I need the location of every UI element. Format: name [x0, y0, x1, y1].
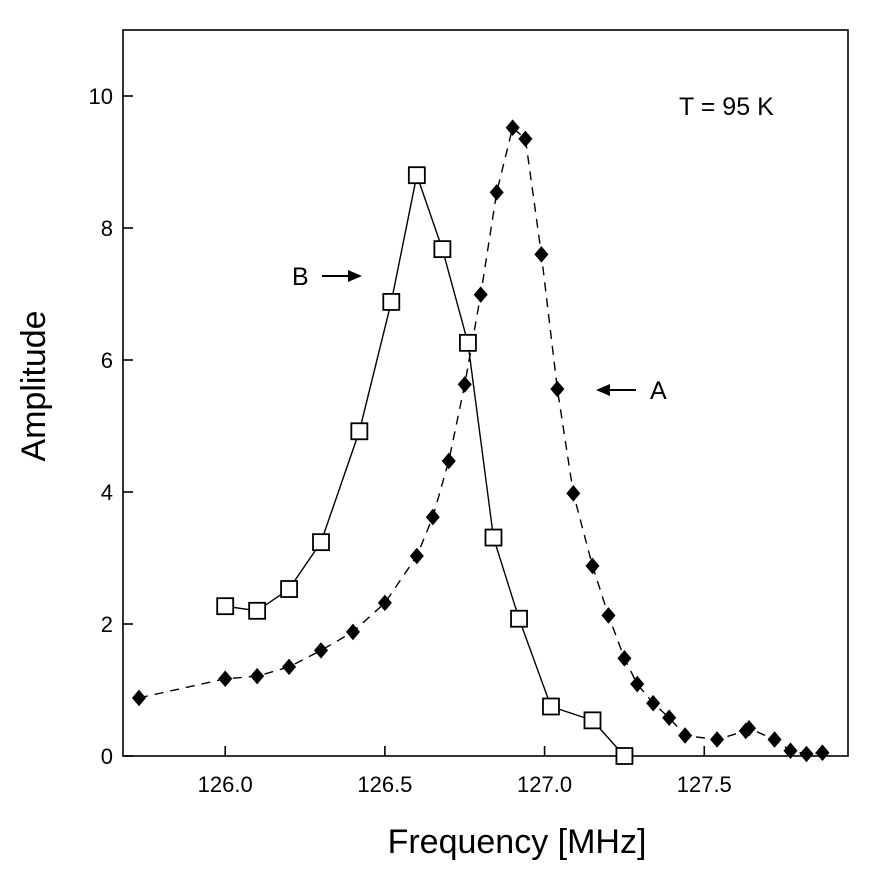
x-axis-ticks: 126.0 126.5 127.0 127.5	[198, 746, 732, 797]
series-a-point	[601, 607, 616, 624]
series-b-point	[216, 597, 235, 616]
series-a-point	[799, 745, 814, 763]
y-tick-label: 0	[101, 744, 113, 769]
series-b-point	[407, 166, 426, 185]
series-a-point	[741, 720, 757, 737]
series-a-point	[377, 594, 392, 612]
x-tick-label: 127.5	[677, 772, 732, 797]
series-a-point	[250, 667, 265, 685]
x-tick-label: 127.0	[517, 772, 572, 797]
y-tick-label: 2	[101, 612, 113, 637]
series-a-point	[646, 694, 661, 712]
series-b-point	[510, 609, 528, 628]
series-b	[216, 166, 634, 765]
series-a-point	[345, 623, 360, 641]
series-a-point	[566, 485, 581, 502]
series-a-point	[518, 130, 533, 148]
series-a-point	[313, 642, 329, 659]
series-a-point	[710, 731, 725, 748]
series-a-point	[585, 557, 600, 575]
y-tick-label: 4	[101, 480, 113, 505]
series-a-point	[131, 689, 147, 707]
series-a-point	[282, 658, 297, 676]
series-b-point	[433, 240, 452, 259]
series-a-point	[767, 731, 782, 748]
x-axis-title: Frequency [MHz]	[388, 823, 647, 861]
series-a-point	[505, 119, 520, 136]
series-b-point	[459, 333, 477, 352]
series-b-point	[350, 422, 369, 441]
series-a-point	[534, 246, 549, 263]
plot-frame	[122, 29, 849, 757]
series-a-line	[138, 126, 823, 755]
series-a-point	[473, 286, 488, 303]
series-b-arrow	[322, 270, 362, 282]
series-a-point	[662, 709, 677, 726]
series-a-point	[678, 727, 693, 744]
series-a	[131, 119, 830, 763]
series-b-point	[248, 601, 267, 620]
y-tick-label: 10	[89, 84, 113, 109]
x-tick-label: 126.0	[198, 772, 253, 797]
series-a-point	[783, 742, 798, 759]
series-a-point	[550, 380, 565, 398]
series-b-point	[484, 528, 503, 547]
series-a-point	[630, 675, 645, 693]
series-b-point	[542, 697, 560, 716]
series-a-arrow	[596, 384, 636, 396]
series-a-point	[425, 508, 440, 526]
y-axis-ticks: 0 2 4 6 8 10	[89, 84, 133, 769]
series-b-label: B	[292, 263, 309, 291]
x-tick-label: 126.5	[357, 772, 412, 797]
series-a-point	[457, 376, 472, 393]
series-a-point	[489, 184, 504, 201]
series-a-label: A	[650, 377, 667, 405]
series-a-point	[409, 547, 424, 565]
series-b-point	[615, 747, 634, 765]
series-a-point	[441, 452, 456, 470]
y-tick-label: 6	[101, 348, 113, 373]
series-b-point	[280, 580, 298, 598]
series-b-point	[583, 711, 602, 730]
series-a-point	[218, 670, 233, 688]
series-b-point	[382, 293, 401, 311]
y-tick-label: 8	[101, 216, 113, 241]
series-layer	[131, 119, 830, 765]
series-a-point	[617, 650, 632, 667]
series-a-point	[815, 744, 830, 761]
y-axis-title: Amplitude	[15, 310, 53, 461]
temperature-annotation: T = 95 K	[679, 93, 774, 121]
series-b-point	[312, 533, 330, 552]
